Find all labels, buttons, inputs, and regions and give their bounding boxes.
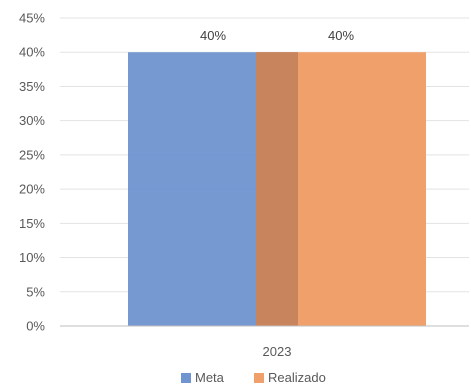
- y-tick-label: 35%: [19, 79, 45, 94]
- y-tick-label: 0%: [26, 319, 45, 334]
- x-tick-label: 2023: [263, 344, 292, 359]
- data-labels: 40% 40%: [200, 28, 354, 43]
- legend-label-meta: Meta: [195, 370, 225, 385]
- legend-swatch-realizado: [254, 373, 264, 383]
- bar-overlap: [256, 52, 298, 326]
- legend-label-realizado: Realizado: [268, 370, 326, 385]
- y-tick-label: 25%: [19, 147, 45, 162]
- y-tick-label: 30%: [19, 113, 45, 128]
- bars: [128, 52, 426, 326]
- y-tick-label: 45%: [19, 11, 45, 26]
- y-tick-label: 5%: [26, 284, 45, 299]
- y-tick-label: 40%: [19, 45, 45, 60]
- y-tick-label: 15%: [19, 216, 45, 231]
- axes: 0% 5% 10% 15% 20% 25% 30% 35% 40% 45% 2023: [19, 11, 469, 359]
- data-label: 40%: [328, 28, 354, 43]
- legend-swatch-meta: [181, 373, 191, 383]
- y-tick-label: 20%: [19, 182, 45, 197]
- data-label: 40%: [200, 28, 226, 43]
- legend: Meta Realizado: [181, 370, 326, 385]
- y-tick-label: 10%: [19, 250, 45, 265]
